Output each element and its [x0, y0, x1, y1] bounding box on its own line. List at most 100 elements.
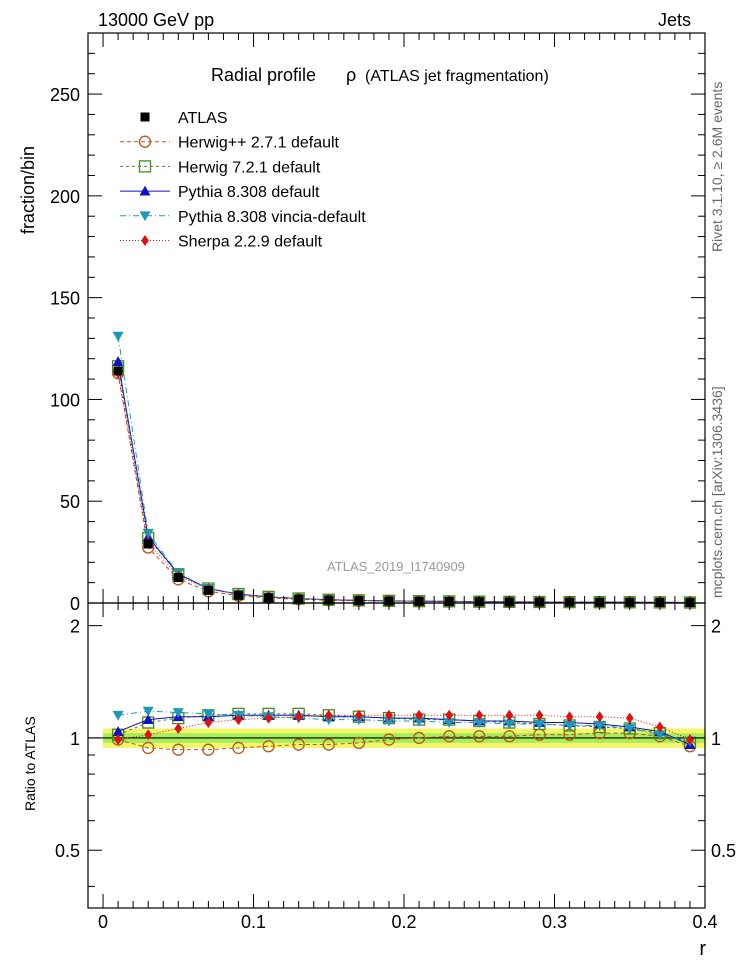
ratio-point-3 — [564, 721, 576, 731]
ratio-panel: 0.5 0.5 1 1 2 2 0 0.1 0.2 0.3 0.4 — [55, 602, 736, 932]
main-y-tick-label: 250 — [50, 85, 80, 105]
legend-label-2: Pythia 8.308 default — [178, 184, 320, 201]
ratio-point-3 — [202, 709, 214, 720]
ratio-point-3 — [443, 718, 455, 728]
series-point-3 — [112, 331, 124, 342]
ratio-point-4 — [204, 716, 213, 728]
ratio-y-tick-label-right: 2 — [711, 617, 721, 637]
chart-title-symbol: ρ — [346, 65, 356, 85]
legend-label-0: Herwig++ 2.7.1 default — [178, 135, 340, 152]
data-point — [143, 539, 153, 549]
ratio-point-4 — [415, 709, 423, 721]
chart-title: Radial profile — [211, 65, 316, 85]
ratio-point-4 — [565, 711, 574, 723]
legend: ATLAS Herwig++ 2.7.1 default Herwig 7.2.1 … — [120, 110, 366, 251]
ratio-point-3 — [112, 710, 124, 721]
ratio-point-4 — [264, 712, 273, 724]
ratio-point-4 — [535, 709, 544, 721]
ratio-point-4 — [355, 709, 363, 721]
data-point — [173, 573, 183, 583]
ratio-point-2 — [112, 726, 124, 736]
ratio-point-4 — [114, 734, 122, 746]
ratio-point-4 — [294, 711, 303, 723]
ratio-point-0 — [292, 738, 305, 751]
legend-marker-4 — [141, 235, 149, 246]
ratio-point-0 — [382, 733, 396, 746]
ratio-point-4 — [385, 709, 393, 721]
legend-marker-0 — [138, 135, 152, 148]
ratio-line-3 — [118, 710, 691, 742]
ratio-point-3 — [654, 730, 666, 741]
ratio-y-axis-label: Ratio to ATLAS — [22, 716, 38, 811]
analysis-label: ATLAS_2019_I1740909 — [327, 559, 465, 574]
x-tick-label: 0.1 — [241, 912, 266, 932]
x-axis-label: r — [699, 938, 706, 960]
x-tick-label: 0.2 — [392, 912, 417, 932]
ratio-point-0 — [202, 743, 215, 756]
legend-marker-2 — [139, 185, 151, 196]
data-point — [113, 366, 123, 376]
ratio-point-4 — [686, 734, 694, 746]
ratio-y-tick-label-right: 1 — [711, 729, 721, 749]
ratio-point-3 — [142, 706, 154, 717]
ratio-point-4 — [324, 709, 333, 721]
ratio-point-2 — [142, 714, 154, 724]
legend-label-4: Sherpa 2.2.9 default — [178, 234, 323, 251]
legend-label-1: Herwig 7.2.1 default — [178, 159, 321, 176]
series-line-4 — [117, 373, 690, 603]
series-point-2 — [112, 356, 124, 367]
ratio-y-tick-label: 2 — [70, 617, 80, 637]
legend-label-data: ATLAS — [178, 110, 228, 127]
ratio-point-4 — [445, 709, 454, 721]
ratio-line-2 — [117, 714, 691, 746]
ratio-point-3 — [383, 716, 395, 727]
ratio-point-0 — [473, 730, 486, 743]
header-left-label: 13000 GeV pp — [98, 10, 214, 30]
ratio-point-3 — [503, 719, 515, 730]
ratio-point-3 — [172, 708, 184, 718]
main-y-tick-label: 200 — [50, 187, 80, 207]
ratio-point-4 — [656, 721, 664, 733]
legend-label-3: Pythia 8.308 vincia-default — [178, 209, 366, 226]
ratio-line-4 — [118, 714, 691, 741]
ratio-point-0 — [412, 731, 426, 745]
ratio-point-0 — [142, 741, 155, 755]
ratio-point-0 — [262, 740, 275, 753]
series-line-3 — [117, 336, 690, 603]
ratio-y-tick-label: 1 — [70, 729, 80, 749]
ratio-point-3 — [533, 719, 545, 730]
rivet-label: Rivet 3.1.10, ≥ 2.6M events — [709, 82, 725, 252]
ratio-point-4 — [625, 712, 634, 724]
ratio-point-4 — [234, 714, 243, 726]
ratio-point-0 — [172, 743, 185, 756]
main-y-tick-label: 150 — [50, 289, 80, 309]
data-point — [233, 590, 243, 600]
legend-marker-data — [140, 112, 150, 122]
ratio-y-tick-label-right: 0.5 — [711, 841, 736, 861]
ratio-y-tick-label: 0.5 — [55, 841, 80, 861]
ratio-point-0 — [232, 741, 245, 755]
x-tick-label: 0.4 — [692, 912, 717, 932]
main-panel: 0 50 100 150 200 250 ATLAS Herwig++ 2.7.1 defau… — [50, 32, 706, 614]
ratio-point-3 — [473, 718, 485, 728]
ratio-point-4 — [505, 709, 514, 721]
ratio-point-0 — [443, 730, 456, 743]
ratio-point-4 — [595, 711, 604, 723]
main-y-axis-label: fraction/bin — [18, 146, 38, 234]
data-point — [203, 585, 213, 595]
legend-marker-1 — [138, 160, 152, 173]
ratio-point-4 — [144, 729, 153, 741]
main-y-tick-label: 50 — [60, 492, 80, 512]
ratio-point-0 — [352, 736, 366, 750]
ratio-point-3 — [413, 716, 425, 727]
chart-title-suffix: (ATLAS jet fragmentation) — [365, 68, 549, 85]
main-y-tick-label: 0 — [70, 594, 80, 614]
mcplots-label: mcplots.cern.ch [arXiv:1306.3436] — [709, 386, 725, 598]
ratio-point-0 — [322, 738, 335, 751]
ratio-point-3 — [594, 721, 606, 731]
ratio-point-4 — [475, 709, 484, 721]
legend-marker-3 — [139, 211, 151, 222]
header-right-label: Jets — [658, 10, 691, 30]
series-point-3 — [142, 528, 154, 539]
